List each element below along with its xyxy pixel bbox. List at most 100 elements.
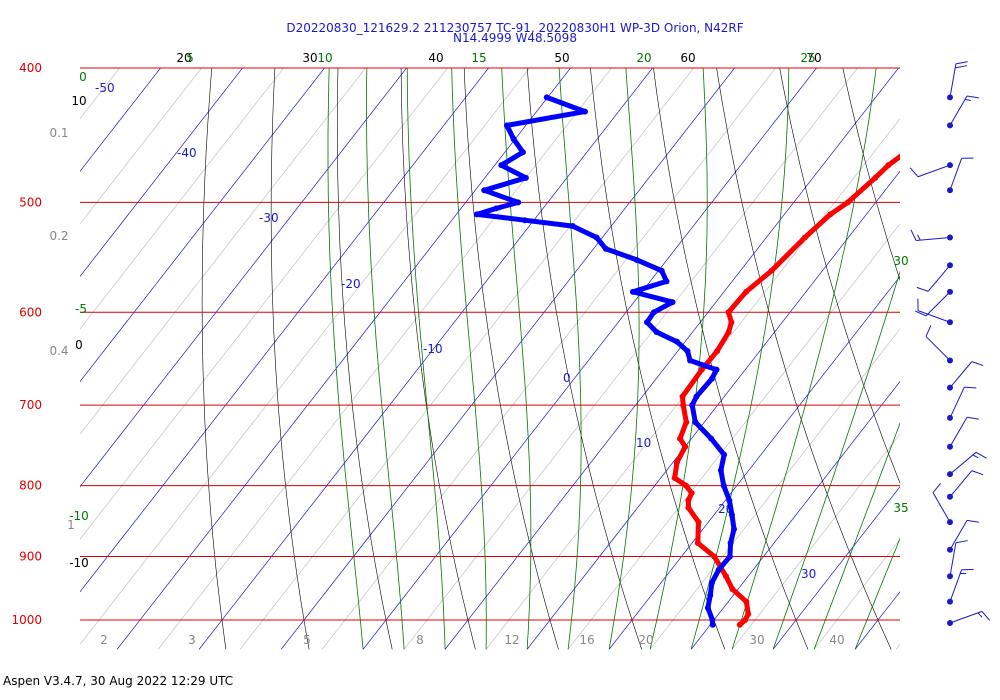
series-1-point — [684, 348, 691, 355]
wind-barb — [925, 325, 953, 364]
chart-grid — [80, 60, 1000, 650]
isotherm-line — [937, 60, 1000, 649]
chart-subtitle: N14.4999 W48.5098 — [453, 31, 577, 45]
series-1-point — [693, 393, 700, 400]
moist-adiabat-line — [451, 68, 487, 650]
moist-adiabat-label: 10 — [317, 51, 332, 65]
series-0-point — [685, 497, 692, 504]
series-0-point — [973, 80, 979, 86]
series-0-point — [743, 598, 750, 605]
series-1-point — [726, 553, 733, 560]
chart-title: D20220830_121629.2 211230757 TC-91, 2022… — [286, 21, 744, 35]
isotherm-label: 30 — [801, 567, 816, 581]
wind-barb-flag — [916, 286, 929, 292]
wind-barb-station — [947, 598, 953, 605]
moist-adiabat-label: 5 — [186, 51, 194, 65]
moist-adiabat-line — [406, 68, 446, 650]
wind-barb-staff — [917, 310, 951, 323]
wind-barb — [947, 61, 968, 101]
wind-barb-flag — [971, 361, 984, 367]
series-1-point — [692, 419, 699, 426]
wind-barb-station — [947, 443, 953, 450]
isotherm-line — [649, 328, 900, 650]
wind-barb-flag — [932, 483, 941, 493]
mixing-ratio-label: 40 — [829, 633, 844, 647]
wind-barb-flag — [914, 310, 927, 317]
wind-barb-staff — [927, 264, 951, 292]
mixing-ratio-label: 12 — [504, 633, 519, 647]
series-1-point — [581, 108, 588, 115]
isotherm-label: 10 — [636, 436, 651, 450]
series-0-point — [736, 621, 743, 628]
series-1-point — [633, 256, 640, 263]
dry-adiabat-label: 20 — [176, 51, 191, 65]
wind-barb — [947, 540, 968, 580]
wind-barb-staff — [949, 569, 963, 602]
series-1-point — [673, 338, 680, 345]
dry-adiabat-label: 50 — [554, 51, 569, 65]
dry-adiabat-label: 30 — [302, 51, 317, 65]
dry-adiabat-line — [779, 68, 900, 484]
dry-adiabat-line — [969, 68, 1000, 649]
wind-barb — [947, 610, 991, 627]
wind-barb-station — [947, 357, 953, 364]
pressure-tick-label: 600 — [19, 305, 42, 319]
series-1-point — [519, 149, 526, 156]
dry-adiabat-label: 70 — [806, 51, 821, 65]
left-edge-label: 0.4 — [49, 344, 68, 358]
series-1-point — [704, 604, 711, 611]
isotherm-line — [321, 68, 777, 650]
moist-adiabat-line — [772, 270, 900, 650]
series-0-point — [921, 136, 927, 142]
wind-barb-staff — [932, 492, 951, 523]
dry-adiabat-line — [201, 68, 227, 650]
moist-adiabat-line — [690, 68, 790, 650]
wind-barb-station — [947, 122, 953, 129]
left-edge-label: 0 — [79, 70, 87, 84]
wind-barb-station — [947, 234, 953, 241]
wind-barb-flag — [966, 416, 979, 420]
moist-adiabat-line — [327, 68, 364, 650]
series-0-point — [688, 490, 695, 497]
left-edge-label: 1 — [67, 518, 75, 532]
wind-barb-staff — [925, 291, 951, 317]
wind-barb — [947, 416, 979, 450]
wind-barb-staff — [949, 542, 957, 577]
isotherm-line — [80, 68, 162, 172]
wind-barb-flag — [909, 167, 919, 178]
wind-barb — [947, 157, 974, 194]
series-0-point — [827, 211, 834, 218]
wind-barb-flag — [977, 612, 983, 618]
wind-barb-staff — [949, 520, 968, 551]
series-0-point — [872, 174, 879, 181]
wind-barb-station — [947, 573, 953, 580]
moist-adiabat-label: 25 — [800, 51, 815, 65]
mixing-ratio-label: 16 — [579, 633, 594, 647]
series-0-point — [844, 199, 851, 206]
wind-barb-flag — [971, 470, 984, 476]
isotherm-line — [895, 643, 900, 650]
series-1-point — [687, 357, 694, 364]
moist-adiabat-label: 35 — [893, 501, 908, 515]
series-0-point — [725, 329, 732, 336]
isotherm-line — [280, 68, 736, 650]
wind-barb-station — [947, 471, 953, 478]
wind-barb-staff — [949, 386, 965, 419]
isotherm-line — [608, 275, 900, 650]
axis-labels: 4005006007008009001000-50-40-30-20-10010… — [11, 51, 908, 647]
wind-barb-station — [947, 288, 953, 295]
moist-adiabat-line — [366, 68, 405, 650]
isotherm-label: 0 — [563, 371, 571, 385]
isotherm-line — [690, 380, 900, 650]
isobar-lines — [80, 67, 900, 621]
wind-barb — [947, 519, 979, 553]
dry-adiabat-line — [463, 68, 559, 650]
series-1-point — [715, 566, 722, 573]
pressure-tick-label: 700 — [19, 398, 42, 412]
wind-barb-station — [947, 187, 953, 194]
series-1-point — [510, 135, 517, 142]
isotherm-line — [80, 68, 244, 277]
dry-adiabat-line — [270, 68, 310, 650]
series-0-point — [682, 443, 689, 450]
